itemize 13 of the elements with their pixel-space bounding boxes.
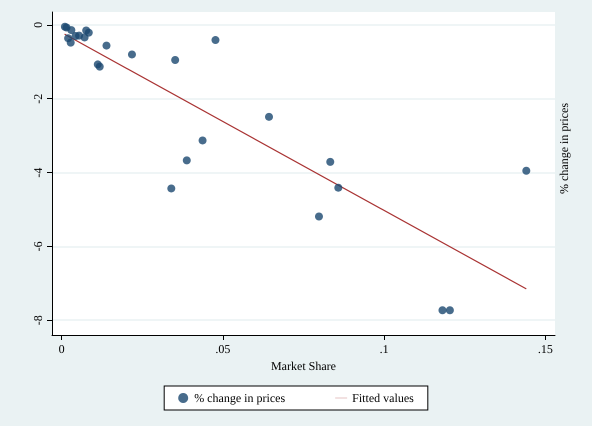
x-tick-label: 0	[58, 342, 65, 356]
x-tick-label: .1	[380, 342, 389, 356]
y-tick-label: -4	[31, 168, 45, 178]
x-tick-label: .15	[538, 342, 553, 356]
legend-label: Fitted values	[352, 391, 414, 405]
y-tick-label: -6	[31, 241, 45, 252]
y-tick-label: -8	[31, 315, 45, 326]
y-tick-label: 0	[31, 22, 45, 28]
x-tick-label: .05	[215, 342, 230, 356]
y-axis-title: % change in prices	[557, 102, 571, 194]
legend-label: % change in prices	[194, 391, 286, 405]
y-tick-label: -2	[31, 94, 45, 104]
x-axis-title: Market Share	[271, 358, 336, 373]
